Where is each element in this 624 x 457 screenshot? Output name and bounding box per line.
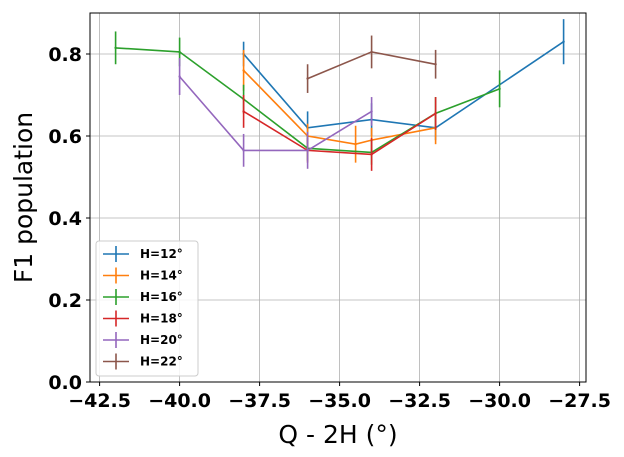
data-point	[434, 112, 437, 115]
y-axis-label: F1 population	[9, 112, 38, 283]
x-axis-label: Q - 2H (°)	[278, 420, 397, 449]
legend: H=12° H=14° H=16° H=18° H=20° H=22°	[95, 240, 199, 377]
legend-label: H=20°	[140, 333, 183, 347]
series-4	[178, 58, 373, 169]
y-tick-label: 0.4	[48, 208, 82, 230]
ticks: −42.5 −40.0 −37.5 −35.0 −32.5 −30.0 −27.5 0.0 0.…	[48, 44, 611, 412]
data-point	[498, 87, 501, 91]
series-line	[243, 110, 437, 156]
data-point	[306, 149, 309, 152]
data-point	[178, 50, 181, 54]
x-tick-label: −42.5	[68, 390, 131, 412]
legend-item: H=14°	[103, 267, 183, 284]
legend-item: H=18°	[103, 310, 183, 327]
data-point	[370, 50, 373, 54]
y-tick-label: 0.6	[48, 126, 82, 148]
x-tick-label: −35.0	[308, 390, 371, 412]
legend-item: H=22°	[103, 353, 183, 370]
plot-area	[114, 19, 565, 171]
legend-label: H=18°	[140, 312, 183, 326]
x-tick-label: −32.5	[388, 390, 451, 412]
data-point	[370, 110, 373, 113]
x-tick-label: −27.5	[548, 390, 611, 412]
legend-label: H=22°	[140, 355, 183, 369]
y-tick-label: 0.2	[48, 290, 82, 312]
series-line	[242, 41, 565, 129]
legend-item: H=20°	[103, 332, 183, 348]
data-point	[370, 153, 373, 156]
y-tick-label: 0.0	[48, 372, 82, 394]
x-tick-label: −37.5	[228, 390, 291, 412]
data-point	[562, 40, 565, 43]
plot-frame	[89, 12, 587, 383]
data-point	[354, 143, 357, 146]
legend-label: H=12°	[140, 247, 183, 261]
x-tick-label: −30.0	[468, 390, 531, 412]
legend-label: H=14°	[140, 269, 183, 283]
y-tick-label: 0.8	[48, 44, 82, 66]
data-point	[178, 75, 181, 78]
data-point	[306, 77, 309, 80]
data-point	[434, 63, 437, 66]
legend-label: H=16°	[140, 290, 183, 304]
x-tick-label: −40.0	[148, 390, 211, 412]
data-point	[114, 46, 117, 50]
series-line	[178, 76, 373, 152]
data-point	[242, 110, 245, 113]
data-point	[242, 69, 245, 72]
data-point	[242, 149, 245, 152]
legend-item: H=16°	[103, 289, 183, 305]
legend-item: H=12°	[103, 246, 183, 262]
series-5	[306, 35, 437, 93]
series-0	[242, 19, 565, 145]
